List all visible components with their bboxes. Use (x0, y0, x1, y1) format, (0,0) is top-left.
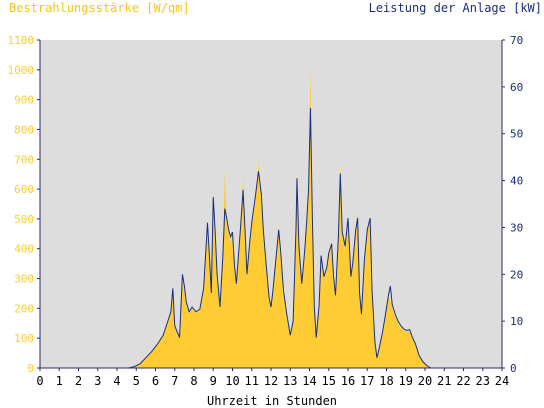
right-tick-label: 60 (510, 81, 523, 94)
right-tick-label: 50 (510, 128, 523, 141)
power-line (40, 107, 502, 369)
left-tick-label: 0 (27, 362, 34, 375)
right-tick-label: 20 (510, 268, 523, 281)
right-tick-label: 70 (510, 34, 523, 47)
x-tick-label: 4 (113, 374, 120, 388)
x-tick-label: 24 (495, 374, 509, 388)
x-tick-label: 15 (322, 374, 336, 388)
left-tick-label: 100 (14, 332, 34, 345)
x-tick-label: 14 (302, 374, 316, 388)
x-tick-label: 16 (341, 374, 355, 388)
right-tick-label: 40 (510, 175, 523, 188)
right-tick-label: 30 (510, 221, 523, 234)
x-tick-label: 20 (418, 374, 432, 388)
x-tick-label: 1 (56, 374, 63, 388)
left-tick-label: 500 (14, 213, 34, 226)
left-tick-label: 300 (14, 273, 34, 286)
x-tick-label: 13 (283, 374, 297, 388)
left-tick-label: 400 (14, 243, 34, 256)
x-tick-label: 23 (476, 374, 490, 388)
right-axis-title: Leistung der Anlage [kW] (368, 1, 542, 15)
left-tick-label: 900 (14, 94, 34, 107)
right-axis-ticks: 0 10 20 30 40 50 60 70 (502, 34, 523, 375)
x-tick-label: 7 (171, 374, 178, 388)
x-tick-label: 3 (94, 374, 101, 388)
left-tick-label: 1000 (8, 64, 35, 77)
x-tick-label: 10 (225, 374, 239, 388)
x-tick-label: 22 (456, 374, 470, 388)
right-tick-label: 10 (510, 315, 523, 328)
x-tick-label: 6 (152, 374, 159, 388)
left-axis-title: Bestrahlungsstärke [W/qm] (9, 1, 190, 15)
left-tick-label: 600 (14, 183, 34, 196)
right-tick-label: 0 (510, 362, 517, 375)
left-axis-ticks: 0 100 200 300 400 500 600 700 800 900 1000 1100 (8, 34, 40, 375)
left-tick-label: 700 (14, 153, 34, 166)
x-tick-label: 17 (360, 374, 374, 388)
x-tick-label: 0 (36, 374, 43, 388)
x-axis-ticks: 0 1 2 3 4 5 6 7 8 9 10 11 12 13 14 15 16 17 18 19 20 21 22 23 24 (36, 368, 509, 388)
x-tick-label: 18 (379, 374, 393, 388)
power-line-layer (40, 107, 502, 369)
x-tick-label: 11 (245, 374, 259, 388)
x-tick-label: 19 (399, 374, 413, 388)
left-tick-label: 200 (14, 302, 34, 315)
x-tick-label: 2 (75, 374, 82, 388)
x-tick-label: 21 (437, 374, 451, 388)
left-tick-label: 800 (14, 123, 34, 136)
x-axis-title: Uhrzeit in Stunden (206, 394, 338, 408)
x-tick-label: 9 (210, 374, 217, 388)
x-tick-label: 5 (133, 374, 140, 388)
x-tick-label: 12 (264, 374, 278, 388)
x-tick-label: 8 (190, 374, 197, 388)
left-tick-label: 1100 (8, 34, 35, 47)
